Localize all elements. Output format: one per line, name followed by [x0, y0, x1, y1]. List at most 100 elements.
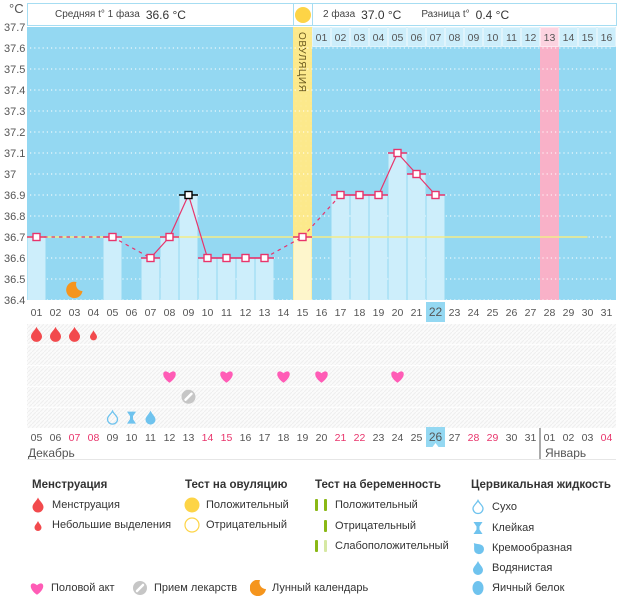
- pill-icon: [181, 389, 196, 404]
- cycle-day-label[interactable]: 11: [221, 307, 232, 319]
- ovulation-negative-icon: [184, 517, 200, 533]
- cycle-day-label[interactable]: 28: [544, 307, 556, 319]
- y-tick-label: 37.7: [4, 22, 25, 34]
- temperature-marker[interactable]: [27, 232, 46, 242]
- spotting-drop-icon: [34, 521, 42, 531]
- calendar-date[interactable]: 10: [126, 432, 138, 444]
- calendar-date[interactable]: 02: [563, 432, 575, 444]
- dpo-label: 09: [468, 32, 480, 44]
- calendar-date[interactable]: 05: [31, 432, 43, 444]
- cycle-day-label[interactable]: 14: [278, 307, 290, 319]
- cycle-day-label[interactable]: 09: [183, 307, 195, 319]
- temperature-bar: [255, 258, 274, 300]
- temperature-marker[interactable]: [407, 169, 426, 179]
- calendar-date[interactable]: 13: [183, 432, 195, 444]
- cycle-day-label[interactable]: 29: [563, 307, 575, 319]
- calendar-date[interactable]: 07: [69, 432, 81, 444]
- calendar-date[interactable]: 21: [335, 432, 347, 444]
- calendar-date[interactable]: 06: [50, 432, 62, 444]
- cycle-day-label[interactable]: 30: [582, 307, 594, 319]
- temperature-marker[interactable]: [179, 190, 198, 200]
- temperature-marker[interactable]: [160, 232, 179, 242]
- calendar-date[interactable]: 28: [468, 432, 480, 444]
- temperature-marker[interactable]: [331, 190, 350, 200]
- cycle-day-label[interactable]: 23: [449, 307, 461, 319]
- heart-icon: [391, 371, 404, 383]
- cycle-day-label[interactable]: 24: [468, 307, 480, 319]
- calendar-date[interactable]: 03: [582, 432, 594, 444]
- calendar-date[interactable]: 26: [429, 430, 443, 444]
- calendar-date[interactable]: 16: [240, 432, 252, 444]
- cycle-day-label[interactable]: 20: [392, 307, 404, 319]
- cycle-day-label[interactable]: 03: [69, 307, 81, 319]
- cycle-day-label[interactable]: 22: [429, 305, 443, 319]
- temperature-marker[interactable]: [426, 190, 445, 200]
- legend-item-ovulation-positive: Положительный: [184, 497, 289, 513]
- cycle-day-label[interactable]: 27: [525, 307, 537, 319]
- calendar-date[interactable]: 04: [601, 432, 613, 444]
- cycle-day-label[interactable]: 21: [411, 307, 423, 319]
- temperature-marker[interactable]: [369, 190, 388, 200]
- temperature-bar: [369, 195, 388, 300]
- cycle-day-label[interactable]: 31: [601, 307, 613, 319]
- cycle-day-label[interactable]: 08: [164, 307, 176, 319]
- calendar-date[interactable]: 22: [354, 432, 366, 444]
- temperature-bar: [179, 195, 198, 300]
- calendar-date[interactable]: 17: [259, 432, 271, 444]
- temperature-marker[interactable]: [141, 253, 160, 263]
- temperature-marker[interactable]: [103, 232, 122, 242]
- cycle-day-label[interactable]: 13: [259, 307, 271, 319]
- temperature-marker[interactable]: [388, 148, 407, 158]
- cycle-day-label[interactable]: 07: [145, 307, 157, 319]
- cycle-day-label[interactable]: 10: [202, 307, 214, 319]
- temperature-bar: [27, 237, 46, 300]
- cycle-day-label[interactable]: 02: [50, 307, 62, 319]
- calendar-date[interactable]: 20: [316, 432, 328, 444]
- cycle-day-label[interactable]: 25: [487, 307, 499, 319]
- cycle-day-label[interactable]: 26: [506, 307, 518, 319]
- calendar-date[interactable]: 23: [373, 432, 385, 444]
- diff-label: Разница t°: [421, 9, 470, 20]
- heart-icon: [277, 371, 290, 383]
- calendar-date[interactable]: 18: [278, 432, 290, 444]
- temperature-marker[interactable]: [217, 253, 236, 263]
- heart-icon: [163, 371, 176, 383]
- calendar-date[interactable]: 15: [221, 432, 233, 444]
- dpo-label: 08: [449, 32, 461, 44]
- cycle-day-label[interactable]: 06: [126, 307, 138, 319]
- calendar-date[interactable]: 19: [297, 432, 309, 444]
- calendar-date[interactable]: 27: [449, 432, 461, 444]
- cycle-day-label[interactable]: 01: [31, 307, 43, 319]
- heart-icon: [315, 371, 328, 383]
- calendar-date[interactable]: 09: [107, 432, 119, 444]
- cycle-day-label[interactable]: 16: [316, 307, 328, 319]
- cycle-day-label[interactable]: 19: [373, 307, 385, 319]
- cycle-day-label[interactable]: 17: [335, 307, 347, 319]
- calendar-date[interactable]: 25: [411, 432, 423, 444]
- temperature-marker[interactable]: [350, 190, 369, 200]
- calendar-date[interactable]: 31: [525, 432, 537, 444]
- dpo-label: 07: [430, 32, 442, 44]
- dpo-cell: 12: [521, 27, 540, 47]
- temperature-bar: [236, 258, 255, 300]
- temperature-marker[interactable]: [255, 253, 274, 263]
- calendar-date[interactable]: 29: [487, 432, 499, 444]
- calendar-date[interactable]: 01: [544, 432, 556, 444]
- dpo-label: 02: [335, 32, 347, 44]
- cycle-day-label[interactable]: 05: [107, 307, 119, 319]
- calendar-date[interactable]: 30: [506, 432, 518, 444]
- cycle-day-label[interactable]: 04: [88, 307, 100, 319]
- cycle-day-label[interactable]: 12: [240, 307, 252, 319]
- calendar-date[interactable]: 12: [164, 432, 176, 444]
- temperature-marker[interactable]: [198, 253, 217, 263]
- pregnancy-faint-icon: [315, 540, 327, 552]
- temperature-marker[interactable]: [293, 232, 312, 242]
- calendar-date[interactable]: 08: [88, 432, 100, 444]
- cycle-day-label[interactable]: 18: [354, 307, 366, 319]
- temperature-marker[interactable]: [236, 253, 255, 263]
- calendar-date[interactable]: 14: [202, 432, 214, 444]
- cycle-day-label[interactable]: 15: [297, 307, 309, 319]
- calendar-date[interactable]: 11: [145, 432, 156, 444]
- calendar-date[interactable]: 24: [392, 432, 404, 444]
- y-tick-label: 37.3: [4, 106, 25, 118]
